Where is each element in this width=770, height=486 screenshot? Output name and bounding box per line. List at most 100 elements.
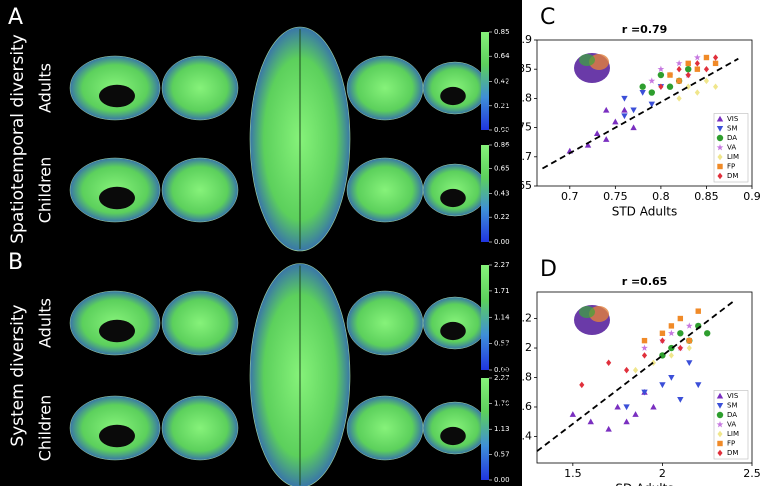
panel-title: Spatiotemporal diversity: [8, 34, 28, 244]
brain-medial-wall: [440, 188, 466, 208]
point: [641, 337, 648, 344]
legend-marker: [716, 115, 724, 122]
y-tick-label: 0.9: [515, 33, 533, 46]
brain-surface: [161, 290, 239, 356]
colorbar-tick-label: 0.00: [494, 238, 510, 246]
point: [668, 374, 675, 381]
legend-label: FP: [727, 163, 735, 171]
chart-title: r =0.65: [622, 275, 668, 288]
point: [666, 83, 674, 90]
point: [593, 130, 601, 136]
point: [659, 330, 666, 336]
legend-marker: [716, 392, 724, 399]
point: [648, 89, 655, 96]
colorbar: [481, 32, 489, 130]
colorbar-tick-label: 0.57: [494, 450, 510, 458]
colorbar-tick-label: 1.13: [494, 425, 510, 433]
x-tick-label: 1.5: [564, 467, 582, 480]
point: [685, 322, 693, 329]
colorbar-tick-label: 2.27: [494, 261, 510, 269]
x-tick-label: 0.8: [652, 190, 670, 203]
point: [632, 411, 639, 417]
legend-marker: [717, 449, 723, 457]
point: [668, 323, 675, 329]
y-axis-label: SD Children: [499, 342, 513, 413]
x-tick-label: 0.9: [743, 190, 761, 203]
legend-marker: [717, 153, 723, 161]
brain-medial-wall: [440, 86, 466, 106]
brain-surface: [346, 395, 424, 461]
point: [623, 404, 630, 411]
colorbar-tick-label: 0.00: [494, 476, 510, 484]
point: [676, 78, 682, 84]
point: [676, 66, 682, 73]
y-tick-label: 1.6: [515, 400, 533, 413]
point: [667, 72, 673, 78]
point: [668, 329, 675, 337]
legend-marker: [717, 163, 723, 170]
point: [648, 101, 655, 108]
point: [603, 136, 610, 142]
point: [694, 60, 700, 67]
point: [685, 66, 692, 73]
point: [659, 382, 666, 389]
brain-medial-wall: [99, 319, 135, 343]
legend-label: DM: [727, 172, 738, 180]
point: [605, 425, 612, 432]
point: [693, 54, 701, 61]
row-label: Children: [36, 395, 55, 462]
point: [603, 106, 610, 113]
legend-marker: [717, 172, 723, 180]
point: [623, 418, 630, 425]
point: [587, 418, 594, 425]
legend-label: DA: [727, 411, 737, 419]
colorbar-tick-label: 0.85: [494, 28, 510, 36]
point: [621, 106, 628, 113]
row-label: Adults: [36, 63, 55, 113]
legend-label: LIM: [727, 430, 739, 438]
legend-marker: [716, 143, 724, 151]
point: [579, 381, 585, 389]
point: [612, 118, 619, 125]
colorbar-tick-label: 0.21: [494, 102, 510, 110]
legend-label: SM: [727, 402, 737, 410]
colorbar-tick-label: 0.42: [494, 78, 510, 86]
legend-marker: [717, 440, 723, 447]
brain-surface: [346, 55, 424, 121]
legend-label: VIS: [727, 115, 739, 123]
panel-title: System diversity: [8, 304, 28, 446]
y-tick-label: 0.7: [515, 150, 533, 163]
colorbar-tick-label: 1.71: [494, 287, 510, 295]
point: [677, 397, 684, 403]
colorbar-tick-label: 0.57: [494, 340, 510, 348]
point: [685, 60, 691, 67]
y-tick-label: 0.8: [515, 91, 533, 104]
x-tick-label: 2: [659, 467, 666, 480]
panel-letter: C: [540, 5, 555, 30]
point: [712, 83, 719, 90]
panel-letter: D: [540, 257, 557, 282]
y-tick-label: 0.75: [508, 121, 533, 134]
colorbar: [481, 145, 489, 242]
panel-letter: B: [8, 250, 23, 275]
fit-line: [542, 57, 739, 170]
point: [703, 54, 710, 61]
colorbar-tick-label: 0.64: [494, 52, 510, 60]
point: [712, 60, 719, 67]
legend-marker: [716, 402, 724, 409]
y-tick-label: 0.85: [508, 62, 533, 75]
brain-surface: [346, 290, 424, 356]
y-tick-label: 2.2: [515, 312, 533, 325]
point: [686, 344, 692, 352]
point: [695, 382, 702, 389]
brain-medial-wall: [440, 321, 466, 341]
point: [624, 366, 630, 374]
point: [621, 113, 628, 120]
legend-marker: [716, 411, 724, 419]
y-tick-label: 0.65: [508, 179, 533, 192]
x-axis-label: STD Adults: [612, 205, 678, 219]
point: [641, 389, 648, 396]
point: [632, 366, 639, 374]
brain-surface: [161, 395, 239, 461]
point: [650, 403, 657, 410]
